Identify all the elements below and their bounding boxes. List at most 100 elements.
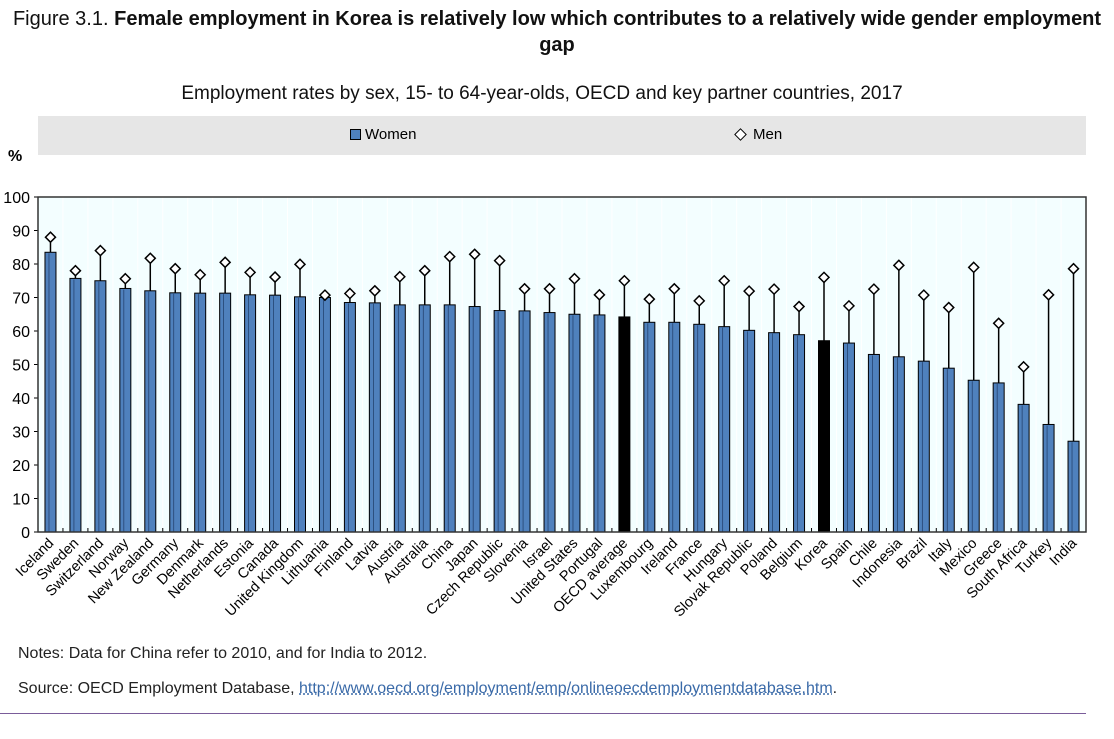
marker-men — [318, 289, 332, 302]
marker-men — [219, 256, 232, 269]
marker-men — [393, 270, 406, 283]
bar-women — [942, 367, 955, 533]
y-tick-label: 70 — [12, 291, 30, 308]
legend-men: Men — [734, 126, 783, 143]
marker-men — [743, 285, 756, 298]
y-tick-label: 0 — [21, 525, 30, 542]
bar-women — [418, 304, 431, 533]
marker-men — [1017, 360, 1030, 373]
bar-women — [443, 304, 456, 533]
marker-men — [817, 271, 831, 284]
source-suffix: . — [832, 680, 838, 697]
legend: Women Men — [38, 116, 1086, 155]
bar-women — [693, 323, 706, 533]
bar-women — [468, 306, 481, 533]
y-tick-label: 10 — [12, 492, 30, 509]
bar-women — [668, 321, 681, 533]
marker-men — [718, 274, 731, 287]
bar-women — [518, 310, 531, 533]
bar-women — [119, 287, 132, 533]
figure-label: Figure 3.1. — [12, 8, 109, 30]
bar-women — [892, 356, 905, 533]
legend-label: Men — [753, 126, 783, 143]
bar-women — [194, 292, 207, 533]
bar-women — [69, 277, 82, 533]
bar-women — [219, 292, 232, 533]
y-tick-label: 80 — [12, 257, 30, 274]
bar-women — [94, 280, 107, 533]
marker-men — [368, 284, 381, 297]
marker-men — [992, 317, 1005, 330]
bar-women — [643, 321, 656, 533]
y-tick-label: 90 — [12, 224, 30, 241]
bar-women — [992, 382, 1005, 533]
bar-women — [294, 296, 306, 533]
legend-women: Women — [350, 126, 416, 143]
bar-women — [493, 310, 506, 533]
marker-men — [443, 250, 456, 263]
marker-men — [44, 231, 57, 244]
bar-women — [568, 313, 581, 533]
marker-men — [418, 264, 431, 277]
bar-women — [718, 326, 731, 533]
marker-men — [543, 282, 556, 295]
x-tick-label: India — [1047, 535, 1081, 569]
marker-men — [693, 294, 706, 307]
source-link[interactable]: http://www.oecd.org/employment/emp/onlin… — [299, 680, 833, 697]
marker-men — [668, 282, 681, 295]
y-axis-label: % — [8, 148, 23, 165]
marker-men — [842, 299, 856, 312]
bar-women — [343, 302, 356, 533]
bar-women — [593, 314, 606, 533]
figure-title-text: Female employment in Korea is relatively… — [114, 8, 1102, 56]
bar-women — [368, 302, 381, 533]
marker-men — [69, 264, 82, 277]
marker-men — [194, 268, 207, 281]
marker-men — [268, 271, 282, 284]
bar-women — [743, 329, 756, 533]
marker-men — [892, 259, 905, 272]
marker-men — [568, 272, 581, 285]
marker-men — [917, 289, 930, 302]
bar-women — [543, 312, 556, 533]
source: Source: OECD Employment Database, http:/… — [18, 680, 837, 698]
marker-men — [593, 288, 606, 301]
y-tick-label: 20 — [12, 458, 30, 475]
bar-women — [618, 316, 631, 533]
bar-women — [269, 294, 282, 533]
bar-women — [768, 332, 781, 533]
bar-women — [917, 360, 930, 533]
bar-women — [793, 334, 806, 533]
bar-women — [144, 290, 157, 533]
marker-men — [1067, 262, 1080, 275]
y-tick-label: 100 — [3, 190, 30, 207]
marker-men — [119, 272, 132, 285]
marker-men — [768, 283, 781, 296]
bar-women — [393, 304, 406, 533]
bar-women — [1067, 440, 1080, 533]
marker-men — [1042, 288, 1055, 301]
marker-men — [942, 301, 955, 314]
bar-women — [1042, 423, 1055, 533]
chart-title: Employment rates by sex, 15- to 64-year-… — [181, 83, 903, 104]
marker-men — [518, 282, 531, 295]
y-tick-label: 30 — [12, 425, 30, 442]
marker-men — [618, 274, 631, 287]
bar-women — [867, 353, 880, 533]
legend-label: Women — [365, 126, 417, 143]
bar-women — [244, 294, 257, 533]
marker-men — [867, 283, 880, 296]
marker-men — [343, 287, 356, 300]
bar-women — [1017, 403, 1030, 533]
divider — [0, 713, 1086, 714]
y-tick-label: 60 — [12, 324, 30, 341]
marker-men — [293, 258, 307, 271]
notes: Notes: Data for China refer to 2010, and… — [18, 645, 428, 662]
bar-women — [967, 379, 980, 533]
bar-women — [318, 297, 331, 533]
marker-men — [493, 254, 506, 267]
marker-men — [94, 244, 107, 257]
marker-men — [643, 293, 656, 306]
